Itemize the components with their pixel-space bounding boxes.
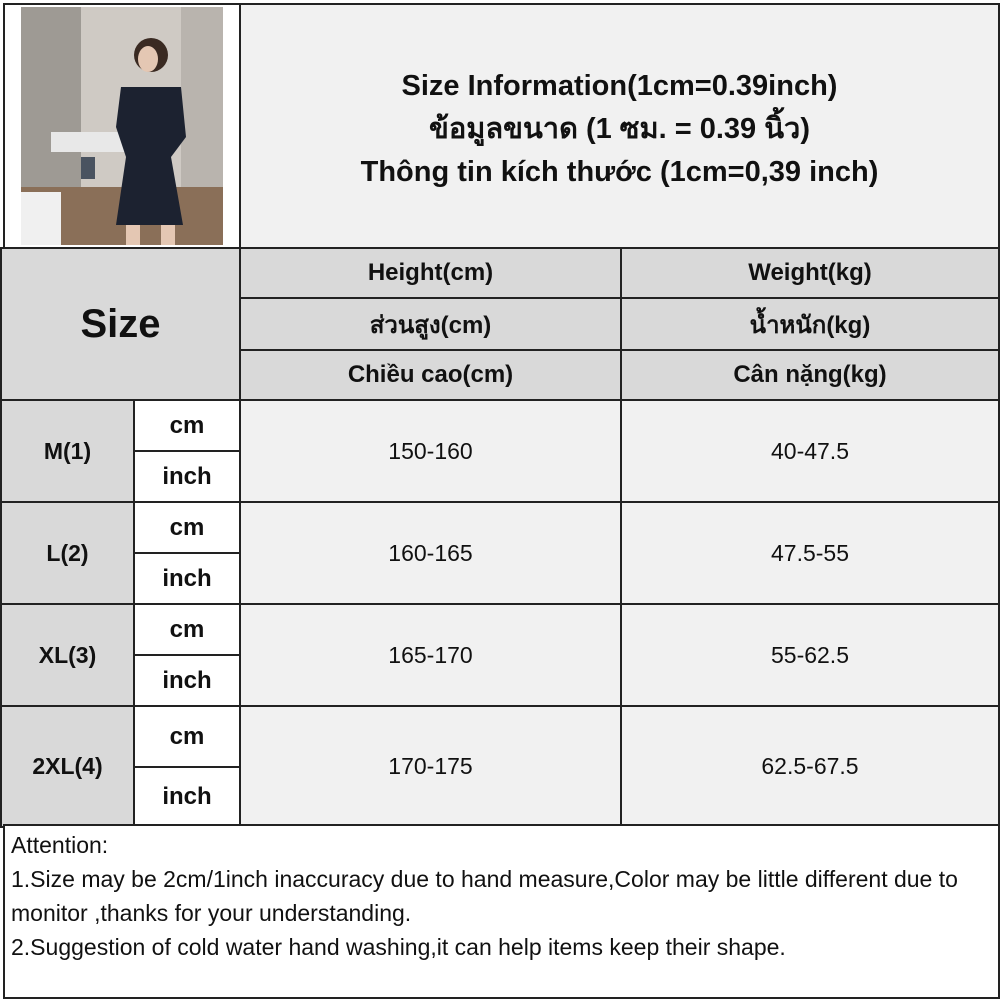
weight-value: 62.5-67.5 [620,705,1000,828]
height-header-th: ส่วนสูง(cm) [239,297,622,351]
weight-header-vi: Cân nặng(kg) [620,349,1000,401]
size-label: XL(3) [0,603,135,707]
unit-inch: inch [133,766,241,828]
height-header-en: Height(cm) [239,247,622,299]
note-line: 1.Size may be 2cm/1inch inaccuracy due t… [11,866,958,926]
unit-inch: inch [133,654,241,707]
notes-heading: Attention: [11,832,109,858]
size-label: 2XL(4) [0,705,135,828]
unit-cm: cm [133,705,241,768]
unit-inch: inch [133,552,241,605]
height-value: 160-165 [239,501,622,605]
title-vietnamese: Thông tin kích thước (1cm=0,39 inch) [360,156,879,188]
height-value: 165-170 [239,603,622,707]
height-value: 150-160 [239,399,622,503]
unit-cm: cm [133,399,241,452]
size-info-title: Size Information(1cm=0.39inch) ข้อมูลขนา… [239,3,1000,249]
attention-notes: Attention: 1.Size may be 2cm/1inch inacc… [3,824,1000,999]
unit-cm: cm [133,603,241,656]
unit-cm: cm [133,501,241,554]
size-label: L(2) [0,501,135,605]
title-thai: ข้อมูลขนาด (1 ซม. = 0.39 นิ้ว) [429,113,810,145]
size-header: Size [0,247,241,401]
product-photo [21,7,223,245]
title-english: Size Information(1cm=0.39inch) [401,70,838,102]
height-value: 170-175 [239,705,622,828]
size-label: M(1) [0,399,135,503]
unit-inch: inch [133,450,241,503]
weight-header-en: Weight(kg) [620,247,1000,299]
weight-header-th: น้ำหนัก(kg) [620,297,1000,351]
product-photo-cell [3,3,241,249]
weight-value: 40-47.5 [620,399,1000,503]
weight-value: 47.5-55 [620,501,1000,605]
height-header-vi: Chiều cao(cm) [239,349,622,401]
weight-value: 55-62.5 [620,603,1000,707]
note-line: 2.Suggestion of cold water hand washing,… [11,934,786,960]
